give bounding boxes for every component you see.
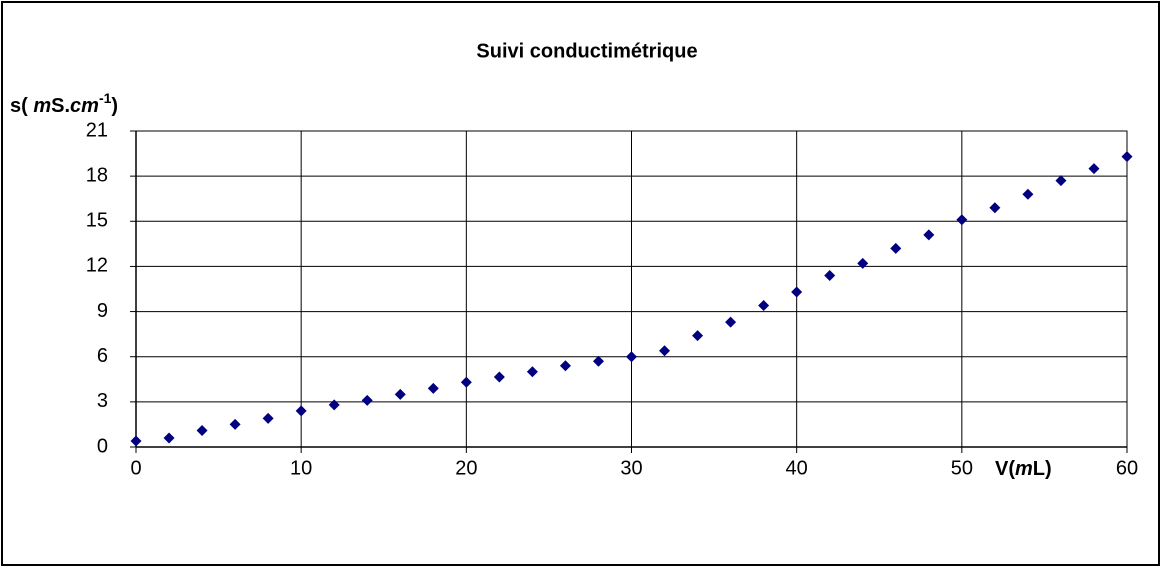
point [196, 424, 208, 436]
point [361, 394, 373, 406]
point [824, 269, 836, 281]
point [956, 214, 968, 226]
x-tick-label: 20 [455, 457, 477, 479]
point [1121, 151, 1133, 163]
point [295, 405, 307, 417]
point [592, 355, 604, 367]
point [758, 300, 770, 312]
point [1055, 175, 1067, 187]
point [1022, 188, 1034, 200]
x-tick-label: 40 [786, 457, 808, 479]
y-tick-label: 9 [97, 300, 108, 322]
x-axis-label: V(mL) [995, 458, 1052, 480]
point [791, 286, 803, 298]
point [526, 366, 538, 378]
x-tick-label: 50 [951, 457, 973, 479]
point [626, 351, 637, 363]
point [857, 257, 869, 269]
point [989, 202, 1001, 214]
x-tick-label: 30 [620, 457, 642, 479]
y-tick-label: 6 [97, 345, 108, 367]
y-tick-label: 3 [97, 390, 108, 412]
y-tick-label: 12 [86, 255, 108, 277]
x-tick-label: 10 [290, 457, 312, 479]
point [163, 432, 175, 444]
point [923, 229, 935, 241]
y-tick-label: 15 [86, 210, 108, 232]
point [427, 382, 439, 394]
x-tick-label: 60 [1116, 457, 1138, 479]
point [725, 316, 737, 328]
y-tick-label: 18 [86, 164, 108, 186]
point [394, 388, 406, 400]
point [493, 371, 505, 383]
point [328, 399, 340, 411]
point [692, 330, 704, 342]
y-tick-label: 0 [97, 435, 108, 457]
point [262, 412, 274, 424]
point [559, 360, 571, 372]
point [460, 376, 472, 388]
y-tick-label: 21 [86, 119, 108, 141]
point [130, 435, 142, 447]
y-axis-label: s( mS.cm-1) [10, 90, 118, 118]
point [1088, 163, 1100, 175]
x-tick-label: 0 [130, 457, 141, 479]
chart-title: Suivi conductimétrique [476, 40, 697, 62]
point [890, 242, 902, 254]
point [659, 345, 671, 357]
point [229, 418, 241, 430]
